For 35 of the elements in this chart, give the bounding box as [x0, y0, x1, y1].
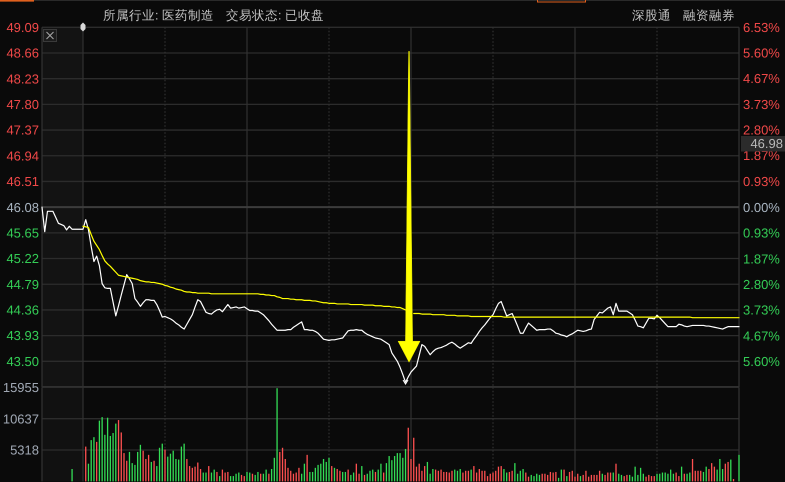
y2-tick-label: 2.80%: [743, 122, 780, 138]
y-tick-label: 47.37: [6, 122, 39, 138]
y-tick-label: 10637: [2, 411, 39, 426]
y-tick-label: 46.08: [6, 200, 39, 215]
y2-tick-label: 2.80%: [743, 276, 780, 292]
y2-tick-label: 5.60%: [743, 354, 780, 369]
y-tick-label: 46.94: [6, 148, 39, 164]
y-tick-label: 43.93: [6, 328, 39, 344]
text: 融资融券: [683, 8, 735, 22]
y2-tick-label: 0.00%: [743, 200, 780, 215]
y-tick-label: 44.36: [6, 302, 39, 318]
text: 深股通: [632, 8, 671, 22]
y2-tick-label: 3.73%: [743, 302, 780, 318]
y2-tick-label: 0.93%: [743, 174, 780, 190]
y-tick-label: 5318: [10, 442, 39, 458]
y-tick-label: 44.79: [6, 276, 39, 292]
y2-tick-label: 0.93%: [743, 225, 780, 240]
y-tick-label: 46.51: [6, 174, 39, 190]
y-tick-label: 48.23: [6, 71, 39, 86]
text: 交易状态: 已收盘: [226, 8, 324, 22]
y-tick-label: 49.09: [6, 20, 39, 35]
y-tick-label: 48.66: [6, 46, 39, 61]
y-tick-label: 43.50: [6, 354, 39, 369]
y2-tick-label: 3.73%: [743, 97, 780, 112]
y2-tick-label: 5.60%: [743, 46, 780, 61]
y-tick-label: 45.65: [6, 225, 39, 240]
text: 所属行业: 医药制造: [103, 8, 214, 22]
y2-tick-label: 4.67%: [743, 328, 780, 344]
price-readout: 46.98: [741, 136, 785, 152]
y2-tick-label: 4.67%: [743, 71, 780, 86]
y-tick-label: 15955: [2, 380, 39, 395]
y2-tick-label: 6.53%: [743, 20, 780, 35]
y-tick-label: 47.80: [6, 96, 39, 112]
y-tick-label: 45.22: [6, 251, 39, 266]
y2-tick-label: 1.87%: [743, 251, 780, 266]
